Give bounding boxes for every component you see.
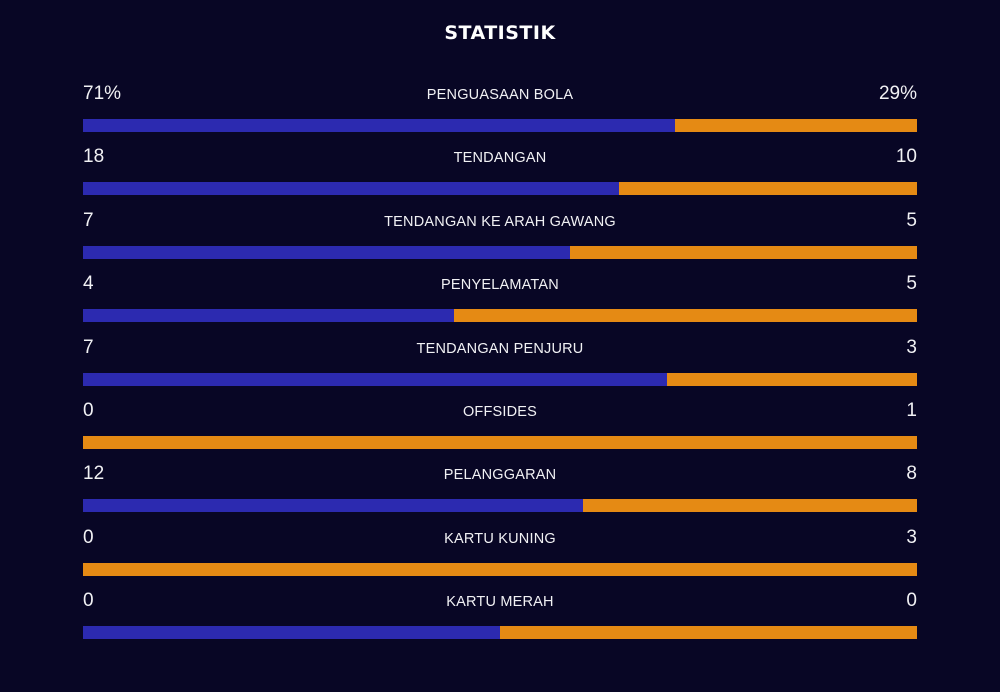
home-value: 4 [83,273,94,295]
stat-label: TENDANGAN KE ARAH GAWANG [384,213,616,230]
home-bar-segment [83,182,620,196]
comparison-bar [83,119,917,132]
away-bar-segment [583,499,917,513]
away-value: 3 [906,526,917,548]
comparison-bar [83,182,917,196]
comparison-bar [83,499,917,513]
comparison-bar [83,562,917,576]
stat-label: PENYELAMATAN [441,277,559,294]
stat-label: PELANGGARAN [443,467,557,484]
away-bar-segment [83,435,917,449]
stats-list: 71% PENGUASAAN BOLA 29% 18 TENDANGAN 10 7 TENDA… [83,80,917,651]
home-value: 0 [83,399,94,421]
home-bar-segment [83,309,454,323]
stat-label: TENDANGAN [453,150,547,167]
away-bar-segment [675,119,917,132]
stat-label: OFFSIDES [462,403,538,420]
comparison-bar [83,435,917,449]
home-value: 18 [83,146,105,168]
home-bar-segment [83,626,500,640]
stats-title: STATISTIK [444,22,556,44]
comparison-bar [83,372,917,386]
comparison-bar [83,309,917,323]
home-bar-segment [83,245,570,259]
home-bar-segment [83,372,667,386]
stat-label: KARTU MERAH [446,594,554,611]
stat-row: 7 TENDANGAN PENJURU 3 [83,334,917,397]
stat-label: TENDANGAN PENJURU [416,340,584,357]
comparison-bar [83,245,917,259]
away-bar-segment [569,245,917,259]
away-value: 29% [878,83,917,104]
home-bar-segment [83,499,584,513]
away-value: 3 [906,336,917,358]
away-value: 5 [906,209,917,231]
stat-row: 7 TENDANGAN KE ARAH GAWANG 5 [83,207,917,270]
away-bar-segment [453,309,917,323]
stat-row: 71% PENGUASAAN BOLA 29% [83,80,917,143]
comparison-bar [83,626,917,640]
home-value: 0 [83,590,94,612]
home-value: 12 [83,463,105,485]
stat-label: PENGUASAAN BOLA [426,87,574,103]
home-bar-segment [83,119,676,132]
away-bar-segment [619,182,917,196]
home-value: 7 [83,336,94,358]
home-value: 0 [83,526,94,548]
stat-row: 0 KARTU KUNING 3 [83,524,917,587]
away-bar-segment [666,372,917,386]
stat-row: 0 KARTU MERAH 0 [83,587,917,650]
away-value: 10 [895,146,917,168]
stat-label: KARTU KUNING [444,530,556,547]
away-bar-segment [500,626,917,640]
stat-row: 4 PENYELAMATAN 5 [83,270,917,333]
away-value: 1 [906,399,917,421]
away-value: 0 [906,590,917,612]
away-value: 5 [906,273,917,295]
stat-row: 0 OFFSIDES 1 [83,397,917,460]
home-value: 71% [83,83,122,104]
stat-row: 18 TENDANGAN 10 [83,143,917,206]
away-value: 8 [906,463,917,485]
away-bar-segment [83,562,917,576]
home-value: 7 [83,209,94,231]
stat-row: 12 PELANGGARAN 8 [83,460,917,523]
